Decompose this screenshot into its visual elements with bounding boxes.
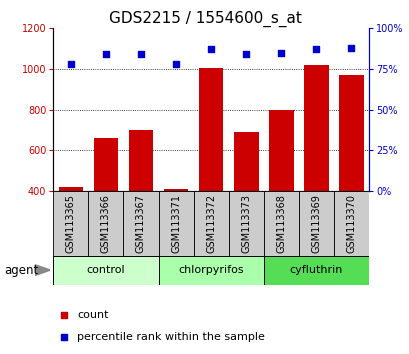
Bar — [158, 256, 263, 285]
Bar — [128, 130, 153, 191]
Text: chlorpyrifos: chlorpyrifos — [178, 266, 243, 275]
Point — [61, 334, 67, 339]
Text: percentile rank within the sample: percentile rank within the sample — [77, 332, 264, 342]
Text: cyfluthrin: cyfluthrin — [289, 266, 342, 275]
Point — [312, 47, 319, 52]
Bar — [93, 138, 118, 191]
Point — [61, 312, 67, 318]
Text: GSM113370: GSM113370 — [346, 194, 355, 253]
Point — [67, 61, 74, 67]
Bar — [338, 75, 363, 191]
Bar — [234, 132, 258, 191]
Text: agent: agent — [4, 264, 38, 276]
Bar — [268, 110, 293, 191]
Text: GSM113371: GSM113371 — [171, 194, 181, 253]
Point — [277, 50, 284, 56]
Polygon shape — [35, 265, 50, 275]
Bar — [263, 256, 368, 285]
Bar — [228, 191, 263, 257]
Bar — [88, 191, 123, 257]
Text: GSM113369: GSM113369 — [310, 194, 321, 253]
Bar — [123, 191, 158, 257]
Text: GSM113365: GSM113365 — [66, 194, 76, 253]
Bar — [198, 68, 223, 191]
Text: GDS2215 / 1554600_s_at: GDS2215 / 1554600_s_at — [108, 11, 301, 27]
Bar — [53, 256, 158, 285]
Point — [102, 52, 109, 57]
Text: GSM113367: GSM113367 — [136, 194, 146, 253]
Point — [243, 52, 249, 57]
Bar — [163, 189, 188, 191]
Bar — [53, 191, 88, 257]
Text: GSM113368: GSM113368 — [276, 194, 285, 253]
Text: control: control — [86, 266, 125, 275]
Point — [207, 47, 214, 52]
Text: GSM113372: GSM113372 — [206, 194, 216, 253]
Bar — [303, 65, 328, 191]
Bar — [193, 191, 228, 257]
Point — [347, 45, 354, 51]
Text: GSM113366: GSM113366 — [101, 194, 111, 253]
Bar — [158, 191, 193, 257]
Point — [172, 61, 179, 67]
Point — [137, 52, 144, 57]
Bar — [58, 187, 83, 191]
Bar — [298, 191, 333, 257]
Bar — [333, 191, 368, 257]
Text: GSM113373: GSM113373 — [240, 194, 251, 253]
Text: count: count — [77, 310, 108, 320]
Bar — [263, 191, 298, 257]
